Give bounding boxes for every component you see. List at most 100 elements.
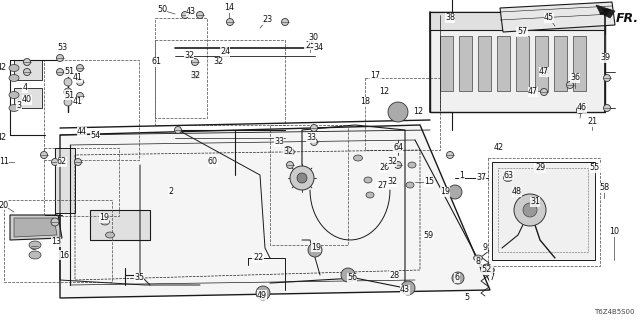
Text: 29: 29 [535, 164, 545, 172]
Text: 46: 46 [577, 103, 587, 113]
Text: 30: 30 [308, 34, 318, 43]
Circle shape [577, 107, 584, 114]
Text: 19: 19 [99, 213, 109, 222]
Text: 25: 25 [305, 41, 315, 50]
Text: 16: 16 [59, 251, 69, 260]
Text: 17: 17 [370, 70, 380, 79]
Bar [155, 40, 285, 125]
Bar [554, 36, 567, 91]
Circle shape [64, 98, 72, 106]
Text: 43: 43 [186, 7, 196, 17]
Ellipse shape [9, 65, 19, 71]
Text: 36: 36 [570, 74, 580, 83]
Text: 3: 3 [17, 100, 22, 109]
Text: 20: 20 [0, 201, 8, 210]
Text: 39: 39 [600, 53, 610, 62]
Ellipse shape [408, 162, 416, 168]
Text: 47: 47 [539, 68, 549, 76]
Text: FR.: FR. [616, 12, 639, 25]
Text: 38: 38 [445, 13, 455, 22]
Text: 12: 12 [413, 108, 423, 116]
Circle shape [56, 54, 63, 61]
Text: 35: 35 [134, 274, 144, 283]
Bar [440, 36, 453, 91]
Text: 42: 42 [494, 143, 504, 153]
Circle shape [452, 272, 464, 284]
Text: 10: 10 [609, 228, 619, 236]
Text: 47: 47 [528, 87, 538, 97]
Circle shape [310, 124, 317, 132]
Bar [44, 148, 119, 216]
Circle shape [40, 151, 47, 158]
Text: 13: 13 [51, 237, 61, 246]
Text: 8: 8 [476, 258, 481, 267]
Bar [573, 36, 586, 91]
Circle shape [256, 286, 270, 300]
Bar [488, 158, 600, 266]
Text: 32: 32 [213, 58, 223, 67]
Text: 6: 6 [454, 274, 460, 283]
Text: 54: 54 [90, 131, 100, 140]
Circle shape [308, 243, 322, 257]
Text: 26: 26 [379, 164, 389, 172]
Text: 64: 64 [393, 143, 403, 153]
Ellipse shape [353, 155, 362, 161]
Bar [365, 78, 440, 150]
Circle shape [77, 78, 83, 85]
Circle shape [523, 203, 537, 217]
Text: 62: 62 [57, 157, 67, 166]
Text: 42: 42 [0, 133, 7, 142]
Circle shape [56, 68, 63, 76]
Text: 7: 7 [490, 274, 495, 283]
Circle shape [290, 166, 314, 190]
Text: 23: 23 [262, 15, 272, 25]
Bar [4, 200, 112, 282]
Ellipse shape [9, 105, 19, 111]
Circle shape [51, 158, 58, 165]
Ellipse shape [285, 149, 294, 155]
Polygon shape [60, 125, 490, 298]
Text: 33: 33 [274, 138, 284, 147]
Text: 1: 1 [460, 171, 465, 180]
Ellipse shape [9, 75, 19, 82]
Bar [459, 36, 472, 91]
Text: 19: 19 [311, 243, 321, 252]
Bar [535, 36, 548, 91]
Polygon shape [14, 218, 57, 237]
Circle shape [297, 173, 307, 183]
Circle shape [394, 162, 401, 169]
Circle shape [64, 88, 72, 96]
Circle shape [285, 147, 291, 154]
Text: 4: 4 [22, 84, 28, 92]
Circle shape [447, 151, 454, 158]
Polygon shape [14, 88, 42, 108]
Circle shape [24, 59, 31, 66]
Bar [497, 36, 510, 91]
Polygon shape [500, 2, 615, 32]
Circle shape [541, 68, 547, 76]
Polygon shape [596, 5, 615, 18]
Text: 12: 12 [379, 87, 389, 97]
Text: 32: 32 [387, 157, 397, 166]
Text: 24: 24 [220, 47, 230, 57]
Text: 37: 37 [476, 173, 486, 182]
Text: 45: 45 [544, 13, 554, 22]
Circle shape [191, 71, 198, 78]
Ellipse shape [513, 188, 522, 196]
Text: 52: 52 [482, 266, 492, 275]
Text: 21: 21 [587, 117, 597, 126]
Ellipse shape [9, 92, 19, 99]
Circle shape [514, 194, 546, 226]
Circle shape [31, 243, 38, 250]
Text: 41: 41 [73, 98, 83, 107]
Text: T6Z4B5S00: T6Z4B5S00 [595, 309, 635, 315]
Circle shape [282, 19, 289, 26]
Text: 18: 18 [360, 98, 370, 107]
Text: 2: 2 [168, 188, 173, 196]
Text: 58: 58 [599, 183, 609, 193]
Circle shape [481, 264, 493, 276]
Circle shape [64, 78, 72, 86]
Circle shape [182, 12, 189, 19]
Ellipse shape [364, 177, 372, 183]
Bar [270, 125, 348, 245]
